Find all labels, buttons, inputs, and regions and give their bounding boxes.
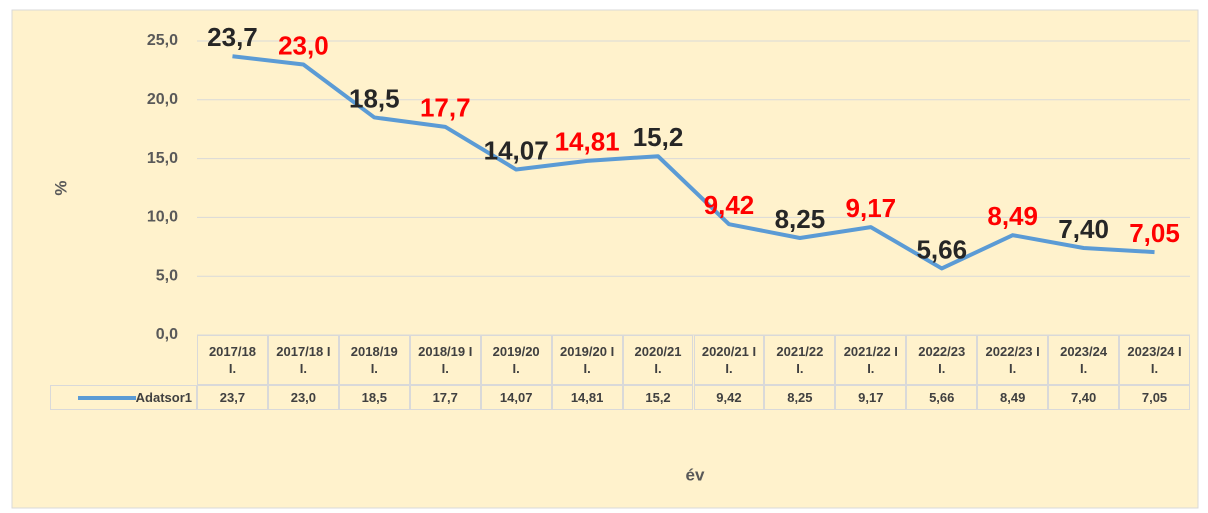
table-header: 2022/23 II. [977,335,1049,385]
table-header: 2020/21 II. [693,335,765,385]
data-label: 23,0 [278,30,329,60]
table-header: 2018/19 II. [409,335,481,385]
data-label: 14,81 [555,127,620,157]
table-header: 2023/24 I. [1048,335,1120,385]
table-value: 7,40 [1048,385,1120,410]
legend-key [77,395,136,400]
data-label: 14,07 [484,135,549,165]
table-value: 7,05 [1119,385,1190,410]
y-axis-title: % [51,180,70,195]
table-value: 14,81 [551,385,623,410]
table-header: 2023/24 II. [1119,335,1190,385]
table-header: 2020/21 I. [622,335,694,385]
data-label: 8,49 [987,201,1038,231]
table-value: 14,07 [480,385,552,410]
x-axis-title: év [686,465,705,484]
table-value: 9,17 [835,385,907,410]
table-header: 2021/22 II. [835,335,907,385]
data-label: 5,66 [916,234,967,264]
series-line [232,54,1155,271]
table-header: 2018/19 I. [338,335,410,385]
table-header: 2022/23 I. [906,335,978,385]
data-label: 15,2 [633,122,684,152]
table-value: 5,66 [906,385,978,410]
table-value: 9,42 [693,385,765,410]
table-value: 17,7 [409,385,481,410]
y-tick-label: 20,0 [147,91,178,108]
table-value: 15,2 [622,385,694,410]
data-label: 7,05 [1129,218,1180,248]
table-value: 8,49 [977,385,1049,410]
data-label: 9,42 [704,190,755,220]
data-label: 7,40 [1058,214,1109,244]
y-tick-label: 15,0 [147,150,178,167]
table-value: 8,25 [764,385,836,410]
table-header: 2017/18 I. [197,335,268,385]
chart-area [11,9,1199,509]
data-label: 17,7 [420,93,471,123]
data-label: 8,25 [775,204,826,234]
data-label: 23,7 [207,22,258,52]
table-header: 2019/20 I. [480,335,552,385]
y-tick-label: 0,0 [156,326,178,343]
data-label: 9,17 [846,193,897,223]
data-label: 18,5 [349,83,400,113]
table-value: 23,0 [267,385,339,410]
table-header: 2017/18 II. [267,335,339,385]
table-header: 2021/22 I. [764,335,836,385]
legend-label: Adatsor1 [135,390,192,405]
table-legend: Adatsor1 [50,385,197,410]
y-tick-label: 5,0 [156,267,178,284]
table-value: 23,7 [197,385,268,410]
y-tick-label: 25,0 [147,32,178,49]
table-value: 18,5 [338,385,410,410]
y-tick-label: 10,0 [147,209,178,226]
table-header: 2019/20 II. [551,335,623,385]
